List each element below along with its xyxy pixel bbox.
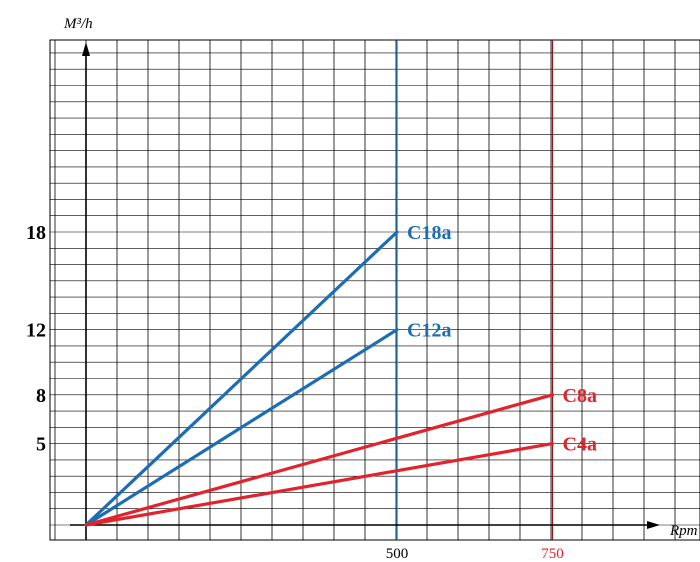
series-label-c18a: C18a (407, 222, 451, 244)
series-line-c12a (84, 328, 399, 527)
series-line-c8a (84, 393, 555, 527)
series-label-c12a: C12a (407, 320, 451, 342)
grid-border (49, 39, 700, 541)
series-line-c18a (84, 230, 399, 527)
x-axis-label: Rpm (669, 523, 698, 539)
y-axis-arrow-icon (82, 42, 90, 56)
series-label-c8a: C8a (563, 385, 597, 407)
x-tick-label: 750 (541, 546, 564, 562)
x-tick-label: 500 (386, 546, 409, 562)
series-line-c4a (84, 442, 555, 527)
y-tick-label: 8 (36, 385, 46, 407)
series-labels: C18a C12a C8a C4a (407, 222, 597, 456)
reference-lines (396, 40, 554, 540)
y-tick-label: 5 (36, 434, 46, 456)
y-tick-label: 12 (26, 320, 46, 342)
series-label-c4a: C4a (563, 434, 597, 456)
axes (70, 42, 660, 540)
y-axis-label: M³/h (63, 16, 93, 32)
tick-labels: 5 8 12 18 500 750 (26, 222, 564, 562)
x-axis-arrow-icon (647, 521, 660, 529)
series-lines (84, 230, 555, 527)
y-tick-label: 18 (26, 222, 46, 244)
